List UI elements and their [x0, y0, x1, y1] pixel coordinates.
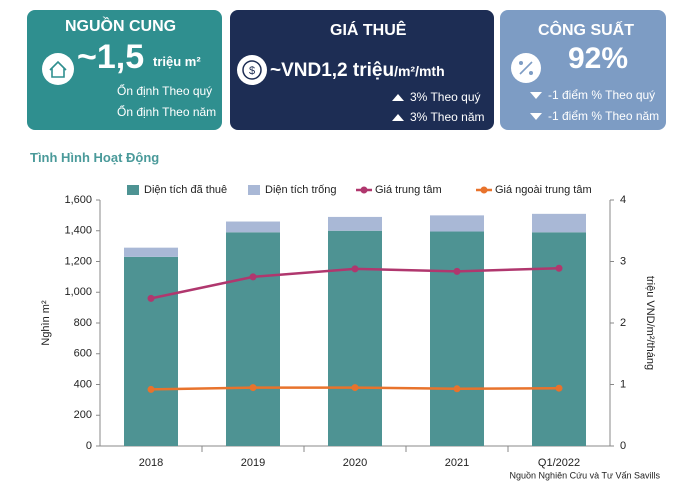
line-point — [249, 273, 257, 281]
line-point — [147, 294, 155, 302]
bar — [328, 216, 382, 231]
bar — [532, 213, 586, 233]
card-line: Ổn định Theo năm — [117, 105, 217, 119]
bar — [430, 215, 484, 232]
rent-card: GIÁ THUÊ $ ~VND1,2 triệu/m²/mth 3% Theo … — [230, 10, 494, 130]
y2-tick-label: 1 — [620, 378, 626, 390]
y2-axis-label: triệu VND/m²/tháng — [644, 276, 656, 370]
y-tick-label: 1,600 — [64, 194, 92, 206]
line-point — [555, 384, 563, 392]
line-point — [351, 265, 359, 273]
card-line: -1 điểm % Theo năm — [548, 109, 660, 123]
money-icon: $ — [237, 55, 267, 85]
source: Nguồn Nghiên Cứu và Tư Vấn Savills — [510, 470, 661, 480]
card-line: -1 điểm % Theo quý — [548, 88, 656, 102]
y-tick-label: 200 — [74, 409, 92, 421]
bar — [226, 221, 280, 233]
legend-label: Giá trung tâm — [375, 184, 442, 196]
y2-tick-label: 3 — [620, 255, 626, 267]
y2-tick-label: 4 — [620, 194, 626, 206]
x-tick-label: 2018 — [139, 457, 163, 469]
line-point — [147, 385, 155, 393]
bar — [532, 232, 586, 446]
x-tick-label: Q1/2022 — [538, 457, 580, 469]
card-line: 3% Theo năm — [410, 110, 485, 124]
legend-swatch — [480, 186, 488, 194]
card-title: NGUỒN CUNG — [65, 18, 177, 35]
section-title: Tình Hình Hoạt Động — [30, 150, 160, 165]
y-tick-label: 800 — [74, 317, 92, 329]
legend-label: Diện tích trống — [265, 184, 337, 196]
bar — [430, 231, 484, 446]
percent-icon — [511, 53, 541, 83]
card-title: CÔNG SUẤT — [538, 22, 634, 39]
legend-swatch — [360, 186, 368, 194]
card-unit: /m²/mth — [394, 63, 445, 79]
y2-tick-label: 2 — [620, 317, 626, 329]
y-tick-label: 1,200 — [64, 255, 92, 267]
legend-swatch — [127, 185, 139, 195]
x-tick-label: 2020 — [343, 457, 367, 469]
card-value: 92% — [568, 42, 629, 75]
legend-label: Giá ngoài trung tâm — [495, 184, 592, 196]
x-tick-label: 2019 — [241, 457, 265, 469]
bar — [124, 256, 178, 446]
supply-card: NGUỒN CUNG ~1,5 triệu m² Ổn định Theo qu… — [27, 10, 222, 130]
line-point — [453, 385, 461, 393]
y-tick-label: 600 — [74, 348, 92, 360]
line-point — [453, 267, 461, 275]
occupancy-card: CÔNG SUẤT 92% -1 điểm % Theo quý -1 điểm… — [500, 10, 666, 130]
card-line: 3% Theo quý — [410, 90, 481, 104]
line-point — [351, 384, 359, 392]
legend-swatch — [248, 185, 260, 195]
bar — [328, 230, 382, 446]
card-value: ~VND1,2 triệu — [270, 60, 395, 81]
y-tick-label: 1,400 — [64, 225, 92, 237]
card-value: ~1,5 — [77, 38, 145, 76]
line-point — [249, 384, 257, 392]
y-tick-label: 0 — [86, 440, 92, 452]
x-tick-label: 2021 — [445, 457, 469, 469]
chart: Nghìn m² triệu VND/m²/tháng Nguồn Nghiên… — [40, 184, 661, 480]
y-tick-label: 1,000 — [64, 286, 92, 298]
card-unit: triệu m² — [153, 54, 201, 69]
line-point — [555, 264, 563, 272]
bar — [124, 247, 178, 257]
bar — [226, 232, 280, 446]
home-icon — [42, 53, 74, 85]
y-tick-label: 400 — [74, 378, 92, 390]
card-line: Ổn định Theo quý — [117, 84, 213, 98]
svg-text:$: $ — [249, 65, 255, 77]
card-title: GIÁ THUÊ — [330, 22, 407, 39]
y2-tick-label: 0 — [620, 440, 626, 452]
y-axis-label: Nghìn m² — [40, 300, 52, 346]
legend-label: Diện tích đã thuê — [144, 184, 227, 196]
